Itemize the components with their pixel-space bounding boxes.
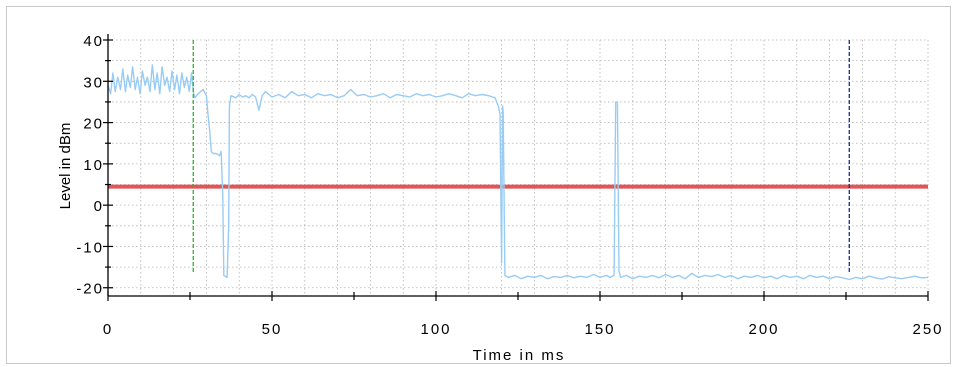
x-tick-labels: 0 50 100 150 200 250: [103, 321, 943, 338]
y-tick-labels: -20 -10 0 10 20 30 40: [76, 33, 104, 298]
level-trace: [107, 64, 929, 281]
y-tick-label: -20: [76, 281, 104, 298]
x-tick-label: 100: [420, 321, 451, 338]
marker-layer: [192, 40, 850, 274]
y-tick-label: 0: [94, 198, 104, 215]
x-tick-label: 200: [748, 321, 779, 338]
axes: [103, 34, 929, 301]
y-tick-label: 30: [83, 74, 104, 91]
grid: [108, 39, 929, 296]
y-tick-label: 10: [83, 157, 104, 174]
series-layer: [107, 64, 929, 281]
x-tick-label: 50: [262, 321, 283, 338]
x-tick-label: 0: [103, 321, 113, 338]
x-tick-label: 150: [584, 321, 615, 338]
y-tick-label: 20: [83, 116, 104, 133]
x-tick-label: 250: [912, 321, 943, 338]
y-tick-label: -10: [76, 239, 104, 256]
y-tick-label: 40: [83, 33, 104, 50]
x-axis-title: Time in ms: [473, 347, 566, 364]
y-axis-title: Level in dBm: [57, 123, 74, 210]
